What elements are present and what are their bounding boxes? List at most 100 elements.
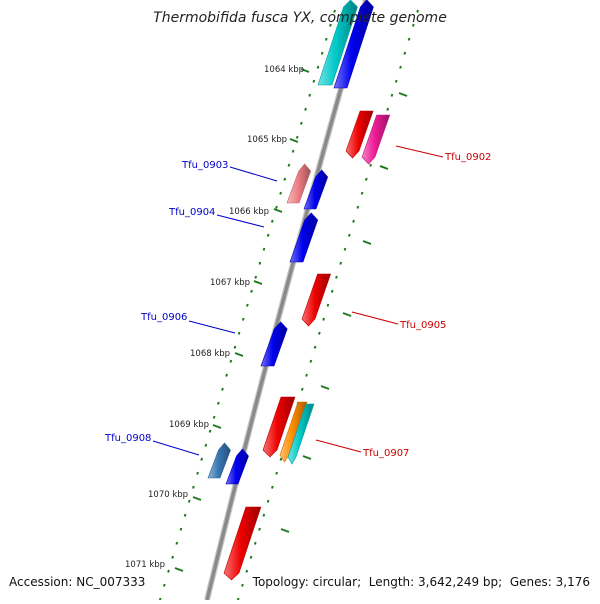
left-scale-dot: [229, 359, 233, 363]
left-scale-dot: [192, 485, 195, 489]
left-scale-dot: [250, 289, 253, 293]
gene-label-left: Tfu_0903: [181, 160, 228, 171]
backbone-line: [205, 0, 368, 601]
gene-label-right: Tfu_0905: [399, 320, 446, 331]
right-scale-dot: [416, 9, 419, 13]
right-scale-dot: [347, 233, 351, 237]
gene-tfu-0902-red: [345, 110, 374, 159]
left-major-tick: [192, 496, 202, 501]
left-major-tick: [174, 567, 184, 572]
right-scale-dot: [326, 303, 330, 307]
gene-tfu-0908-steel: [207, 442, 231, 479]
right-major-tick: [302, 455, 312, 460]
gene-tfu-0907-orange: [279, 401, 308, 463]
right-scale-dot: [356, 205, 360, 209]
right-scale-dot: [343, 247, 347, 251]
gene-blue-top: [333, 0, 374, 89]
callout-line-left: [229, 166, 278, 182]
right-scale-dot: [262, 513, 266, 517]
scale-label: 1064 kbp: [264, 65, 304, 75]
scale-label: 1071 kbp: [125, 560, 165, 570]
left-major-tick: [273, 208, 283, 213]
right-scale-dot: [407, 37, 411, 41]
topology-label: Topology:: [252, 575, 309, 589]
left-scale-dot: [212, 415, 216, 419]
left-scale-dot: [270, 219, 274, 223]
left-scale-dot: [266, 233, 270, 237]
genome-stats: Topology: circular; Length: 3,642,249 bp…: [252, 575, 590, 589]
right-scale-dot: [271, 485, 274, 489]
callout-line-right: [395, 145, 444, 158]
left-scale-dot: [175, 541, 179, 545]
right-scale-dot: [318, 331, 321, 335]
right-scale-dot: [322, 317, 325, 321]
right-major-tick: [320, 385, 330, 390]
right-scale-dot: [390, 93, 394, 97]
right-scale-dot: [386, 107, 390, 111]
left-scale-dot: [283, 177, 287, 181]
right-scale-dot: [330, 289, 334, 293]
left-scale-dot: [279, 191, 282, 195]
callout-line-right: [351, 311, 399, 325]
gene-tfu-0902-pink: [361, 114, 391, 165]
left-scale-dot: [275, 205, 278, 209]
left-scale-dot: [183, 513, 187, 517]
right-scale-dot: [241, 583, 244, 587]
left-scale-dot: [258, 261, 262, 265]
right-scale-dot: [245, 569, 249, 573]
left-scale-dot: [287, 163, 291, 167]
gene-label-left: Tfu_0904: [168, 207, 215, 218]
gene-tfu-0908-blue: [225, 448, 249, 485]
scale-label: 1069 kbp: [169, 420, 209, 430]
right-scale-dot: [352, 219, 355, 223]
gene-label-left: Tfu_0908: [104, 433, 151, 444]
left-scale-dot: [300, 121, 303, 125]
scale-label: 1065 kbp: [247, 135, 287, 145]
callout-line-left: [216, 214, 265, 228]
length-value: 3,642,249 bp: [418, 575, 499, 589]
scale-ticks: [158, 9, 419, 601]
gene-label-left: Tfu_0906: [140, 312, 187, 323]
left-scale-dot: [246, 303, 249, 307]
gene-callouts: Tfu_0903 Tfu_0904 Tfu_0906 Tfu_0908 Tfu_0902…: [104, 145, 491, 459]
right-scale-dot: [360, 191, 364, 195]
map-title: Thermobifida fusca YX, complete genome: [153, 10, 447, 26]
left-scale-dot: [225, 373, 228, 377]
right-scale-dot: [300, 387, 304, 391]
gene-tfu-0903-blue: [303, 169, 329, 210]
scale-label: 1068 kbp: [190, 349, 230, 359]
left-major-tick: [300, 68, 310, 73]
right-major-tick: [379, 165, 389, 170]
callout-line-right: [315, 439, 362, 453]
gene-tfu-0907-cyan: [287, 403, 315, 465]
gene-cyan-top: [317, 0, 358, 86]
right-scale-dot: [275, 471, 279, 475]
scale-label: 1067 kbp: [210, 278, 250, 288]
right-scale-dot: [403, 51, 407, 55]
right-scale-dot: [339, 261, 343, 265]
gene-tfu-0904: [289, 212, 319, 263]
right-scale-dot: [369, 163, 372, 167]
right-scale-dot: [335, 275, 338, 279]
right-major-tick: [342, 312, 352, 317]
left-scale-dot: [316, 65, 320, 69]
left-scale-dot: [308, 93, 312, 97]
callout-line-left: [152, 440, 200, 456]
accession-info: Accession: NC_007333: [9, 575, 145, 589]
left-scale-dot: [187, 499, 191, 503]
left-scale-dot: [179, 527, 183, 531]
scale-labels: 1064 kbp 1065 kbp 1066 kbp 1067 kbp 1068 kbp…: [125, 65, 304, 570]
gene-features: [207, 0, 391, 581]
left-scale-dot: [221, 387, 224, 391]
right-scale-dot: [266, 499, 270, 503]
left-scale-dot: [204, 443, 208, 447]
right-scale-dot: [364, 177, 368, 181]
left-scale-dot: [329, 23, 332, 27]
genes-value: 3,176: [555, 575, 590, 589]
gene-tfu-0903-salmon: [286, 163, 312, 204]
left-scale-dot: [216, 401, 220, 405]
left-major-tick: [253, 280, 263, 285]
left-scale-dot: [295, 135, 299, 139]
